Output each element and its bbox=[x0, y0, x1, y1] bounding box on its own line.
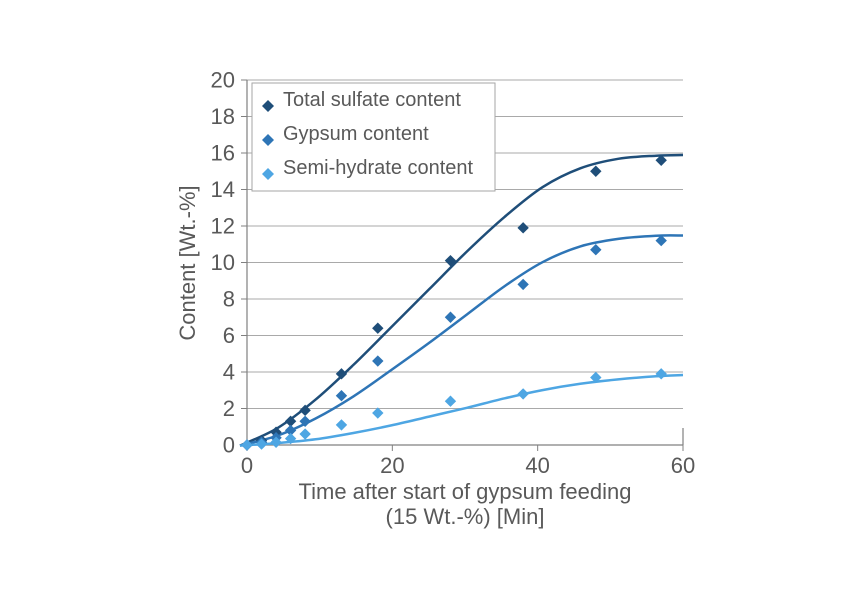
svg-text:4: 4 bbox=[223, 360, 235, 385]
svg-text:0: 0 bbox=[223, 433, 235, 458]
svg-text:Time after start of gypsum fee: Time after start of gypsum feeding bbox=[299, 479, 632, 504]
svg-text:6: 6 bbox=[223, 323, 235, 348]
svg-text:20: 20 bbox=[211, 68, 235, 93]
svg-text:10: 10 bbox=[211, 250, 235, 275]
svg-text:8: 8 bbox=[223, 287, 235, 312]
svg-text:12: 12 bbox=[211, 214, 235, 239]
svg-text:18: 18 bbox=[211, 104, 235, 129]
svg-text:(15 Wt.-%) [Min]: (15 Wt.-%) [Min] bbox=[386, 504, 545, 529]
svg-text:2: 2 bbox=[223, 396, 235, 421]
svg-text:Content [Wt.-%]: Content [Wt.-%] bbox=[175, 185, 200, 340]
svg-text:14: 14 bbox=[211, 177, 235, 202]
svg-text:Total sulfate content: Total sulfate content bbox=[283, 89, 461, 111]
svg-text:16: 16 bbox=[211, 141, 235, 166]
svg-text:0: 0 bbox=[241, 453, 253, 478]
svg-text:Gypsum content: Gypsum content bbox=[283, 123, 429, 145]
svg-text:20: 20 bbox=[380, 453, 404, 478]
svg-text:60: 60 bbox=[671, 453, 695, 478]
svg-text:40: 40 bbox=[525, 453, 549, 478]
svg-text:Semi-hydrate content: Semi-hydrate content bbox=[283, 157, 474, 179]
